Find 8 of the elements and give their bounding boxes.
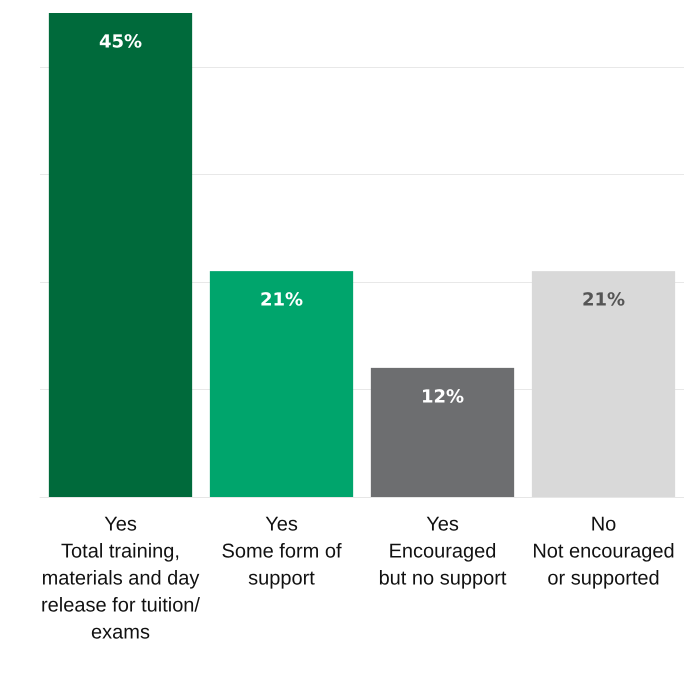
data-label: 12% [420,386,464,408]
data-label: 21% [582,290,626,311]
x-tick-label: Yes Some form of support [221,514,342,590]
data-label: 21% [260,290,304,311]
x-tick-label: Yes Total training, materials and day release for tuition/ exams [41,514,200,644]
data-label: 45% [98,32,142,52]
x-tick-label: Yes Encouraged but no support [378,514,507,590]
x-tick-label: No Not encouraged or supported [532,514,675,590]
